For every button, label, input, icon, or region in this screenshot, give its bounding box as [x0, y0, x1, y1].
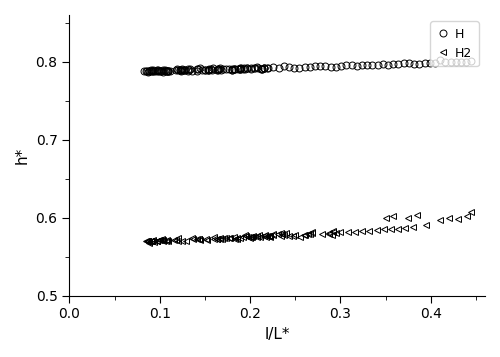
H2 [144, 238, 150, 243]
H [437, 58, 443, 62]
H [150, 69, 156, 73]
H2 [468, 210, 474, 214]
H2 [424, 223, 430, 228]
H2 [270, 232, 276, 236]
H [210, 66, 216, 71]
H [468, 59, 474, 64]
H2 [146, 240, 152, 245]
H [165, 69, 171, 73]
H2 [154, 239, 160, 243]
H [228, 67, 234, 72]
H [156, 68, 162, 72]
H2 [183, 239, 189, 243]
Line: H: H [140, 57, 475, 76]
Y-axis label: h*: h* [15, 147, 30, 164]
H [144, 70, 150, 74]
Line: H2: H2 [143, 209, 475, 246]
H2 [284, 230, 290, 235]
H2 [234, 236, 240, 240]
H [148, 68, 154, 72]
X-axis label: l/L*: l/L* [264, 327, 290, 342]
H [141, 69, 147, 73]
Legend: H, H2: H, H2 [430, 21, 479, 66]
